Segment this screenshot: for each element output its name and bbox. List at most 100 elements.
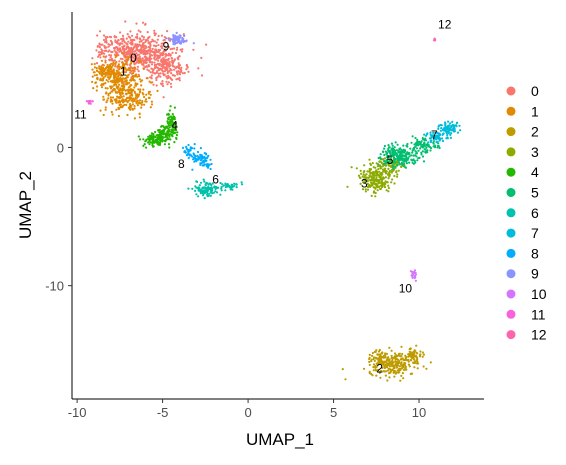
data-point (147, 135, 150, 138)
data-point (413, 366, 416, 369)
data-point (125, 76, 128, 79)
data-point (166, 61, 169, 64)
data-point (455, 121, 458, 125)
data-point (121, 58, 124, 61)
data-point (98, 30, 102, 33)
data-point (144, 140, 147, 143)
data-point (414, 271, 417, 274)
data-point (399, 156, 402, 160)
data-point (165, 63, 168, 66)
data-point (135, 54, 139, 57)
data-point (381, 366, 384, 369)
data-point (174, 131, 177, 134)
data-point (165, 53, 168, 56)
data-point (134, 43, 137, 46)
data-point (109, 85, 113, 88)
data-point (110, 110, 113, 114)
cluster-11-points (85, 99, 94, 105)
data-point (420, 151, 423, 154)
data-point (435, 134, 438, 137)
data-point (181, 72, 184, 75)
data-point (175, 31, 178, 34)
data-point (138, 91, 141, 94)
data-point (105, 46, 108, 49)
data-point (118, 67, 121, 70)
data-point (399, 379, 402, 382)
data-point (161, 139, 164, 142)
data-point (209, 191, 212, 194)
data-point (129, 92, 132, 95)
data-point (341, 368, 344, 371)
data-point (118, 65, 121, 68)
data-point (110, 54, 113, 57)
data-point (140, 47, 143, 50)
cluster-12-points (432, 37, 437, 42)
data-point (98, 65, 101, 68)
data-point (375, 176, 378, 179)
data-point (392, 161, 395, 164)
data-point (162, 57, 165, 60)
data-point (209, 167, 212, 171)
data-point (151, 38, 154, 41)
data-point (433, 38, 436, 41)
data-point (410, 141, 413, 144)
data-point (364, 179, 367, 182)
data-point (386, 379, 389, 382)
data-point (376, 189, 379, 192)
data-point (404, 367, 407, 370)
data-point (116, 70, 119, 73)
data-point (410, 372, 414, 375)
data-point (137, 50, 140, 53)
data-point (344, 378, 347, 381)
data-point (139, 38, 142, 41)
data-point (154, 66, 157, 69)
data-point (119, 57, 122, 60)
data-point (104, 82, 107, 85)
data-point (138, 57, 141, 60)
data-point (181, 146, 185, 149)
data-point (138, 116, 141, 119)
data-point (104, 75, 107, 78)
data-point (450, 126, 453, 129)
data-point (157, 59, 160, 62)
legend-key (506, 330, 516, 340)
data-point (96, 34, 99, 37)
data-point (386, 181, 389, 184)
data-point (383, 354, 387, 357)
data-point (118, 83, 121, 86)
data-point (396, 155, 399, 158)
data-point (390, 168, 394, 171)
data-point (346, 185, 349, 188)
data-point (96, 77, 99, 80)
data-point (183, 71, 186, 75)
data-point (147, 137, 150, 140)
data-point (206, 187, 209, 190)
data-point (119, 93, 122, 97)
data-point (123, 85, 126, 88)
data-point (427, 143, 430, 146)
data-point (390, 349, 393, 352)
data-point (149, 93, 152, 96)
data-point (402, 144, 405, 147)
data-point (118, 60, 121, 63)
data-point (162, 96, 165, 99)
data-point (108, 71, 111, 75)
data-point (102, 98, 106, 101)
data-point (389, 164, 392, 167)
data-point (215, 191, 219, 194)
data-point (113, 98, 116, 101)
data-point (142, 64, 145, 67)
data-point (171, 51, 174, 55)
data-point (167, 81, 170, 84)
data-point (111, 64, 114, 67)
cluster-label-2: 2 (376, 362, 383, 376)
data-point (145, 46, 148, 49)
data-point (364, 190, 367, 193)
data-point (401, 155, 404, 158)
data-point (100, 86, 104, 89)
data-point (136, 93, 139, 96)
x-tick-label: 10 (412, 405, 426, 420)
data-point (385, 189, 388, 192)
data-point (163, 38, 166, 42)
legend-label: 0 (531, 83, 539, 99)
